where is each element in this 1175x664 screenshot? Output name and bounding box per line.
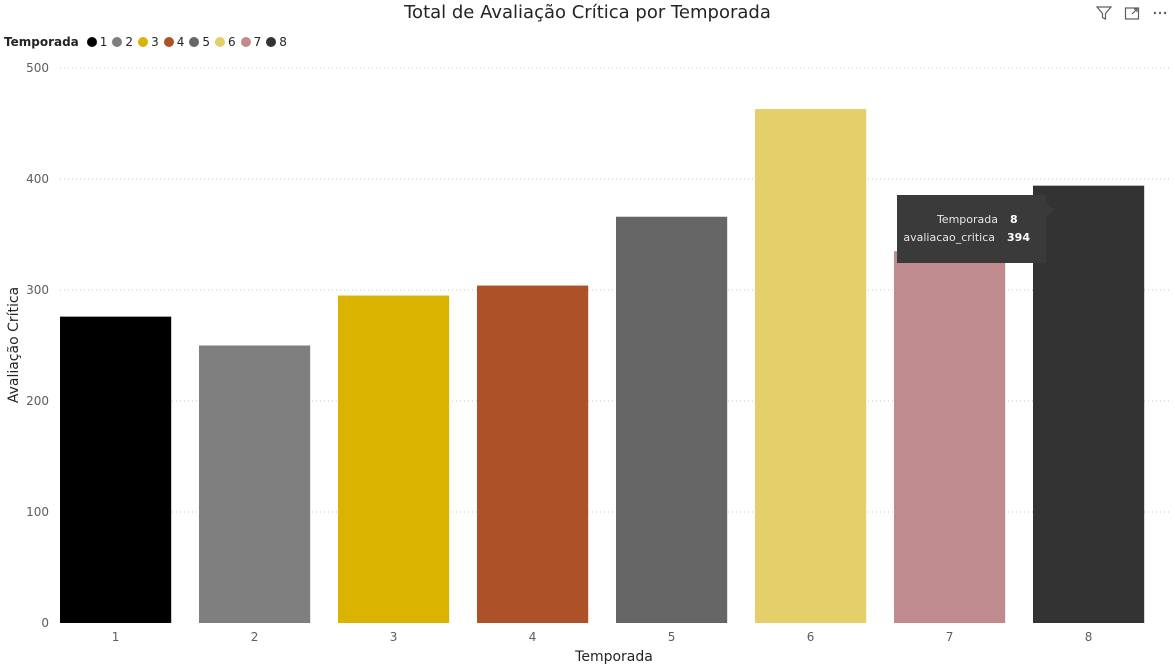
- y-tick-label: 200: [26, 394, 49, 408]
- legend-label: 8: [279, 35, 287, 49]
- y-tick-label: 500: [26, 61, 49, 75]
- legend-label: 7: [253, 35, 262, 49]
- tooltip-key: Temporada: [936, 213, 998, 226]
- legend-item[interactable]: 2: [112, 35, 133, 49]
- bar[interactable]: [199, 345, 311, 624]
- legend-item[interactable]: 3: [138, 35, 159, 49]
- x-tick-label: 3: [390, 630, 398, 644]
- x-tick-label: 4: [529, 630, 537, 644]
- x-axis-title: Temporada: [574, 649, 653, 664]
- bar[interactable]: [1033, 185, 1145, 623]
- more-options-icon[interactable]: [1151, 5, 1169, 23]
- tooltip: Temporada 8 avaliacao_critica 394: [897, 195, 1054, 263]
- legend-swatch: [240, 37, 251, 47]
- legend-label: 3: [151, 35, 159, 49]
- legend-item[interactable]: 7: [240, 35, 262, 49]
- focus-mode-icon[interactable]: [1123, 5, 1141, 23]
- x-tick-label: 8: [1085, 630, 1093, 644]
- y-axis-title: Avaliação Crítica: [6, 287, 22, 403]
- bar[interactable]: [755, 109, 867, 623]
- legend-item[interactable]: 8: [266, 35, 287, 49]
- visual-header-toolbar: [1095, 5, 1169, 23]
- y-tick-label: 400: [26, 172, 49, 186]
- legend-label: 2: [125, 35, 134, 49]
- x-tick-label: 6: [807, 630, 815, 644]
- legend-label: 4: [176, 35, 185, 49]
- x-tick-label: 7: [946, 630, 954, 644]
- legend-label: 5: [202, 35, 210, 49]
- legend-swatch: [214, 37, 225, 47]
- legend-item[interactable]: 5: [189, 35, 210, 49]
- bar[interactable]: [338, 295, 450, 623]
- legend-item[interactable]: 4: [163, 35, 185, 49]
- legend-swatch: [86, 37, 97, 47]
- x-tick-label: 5: [668, 630, 676, 644]
- legend-swatch: [189, 37, 200, 47]
- y-tick-label: 0: [41, 616, 49, 630]
- bar[interactable]: [477, 285, 589, 623]
- legend-swatch: [266, 37, 277, 47]
- bar[interactable]: [894, 251, 1006, 623]
- legend: Temporada 1 2 3 4 5 6 7 8: [4, 35, 292, 49]
- tooltip-row: Temporada 8: [897, 213, 1030, 226]
- y-tick-label: 100: [26, 505, 49, 519]
- bar[interactable]: [616, 216, 728, 624]
- legend-label: 6: [227, 35, 236, 49]
- tooltip-value: 394: [1007, 231, 1030, 244]
- legend-swatch: [112, 37, 123, 47]
- legend-title: Temporada: [4, 35, 79, 49]
- legend-swatch: [163, 37, 174, 47]
- legend-item[interactable]: 6: [214, 35, 236, 49]
- tooltip-row: avaliacao_critica 394: [897, 231, 1030, 244]
- bar[interactable]: [60, 316, 172, 623]
- x-tick-label: 2: [251, 630, 259, 644]
- legend-item[interactable]: 1: [86, 35, 108, 49]
- x-tick-label: 1: [112, 630, 120, 644]
- filter-icon[interactable]: [1095, 5, 1113, 23]
- tooltip-arrow: [1046, 203, 1054, 217]
- y-tick-label: 300: [26, 283, 49, 297]
- legend-label: 1: [99, 35, 108, 49]
- legend-swatch: [138, 37, 149, 47]
- chart-title: Total de Avaliação Crítica por Temporada: [404, 2, 771, 23]
- tooltip-value: 8: [1010, 213, 1018, 226]
- tooltip-key: avaliacao_critica: [903, 231, 996, 244]
